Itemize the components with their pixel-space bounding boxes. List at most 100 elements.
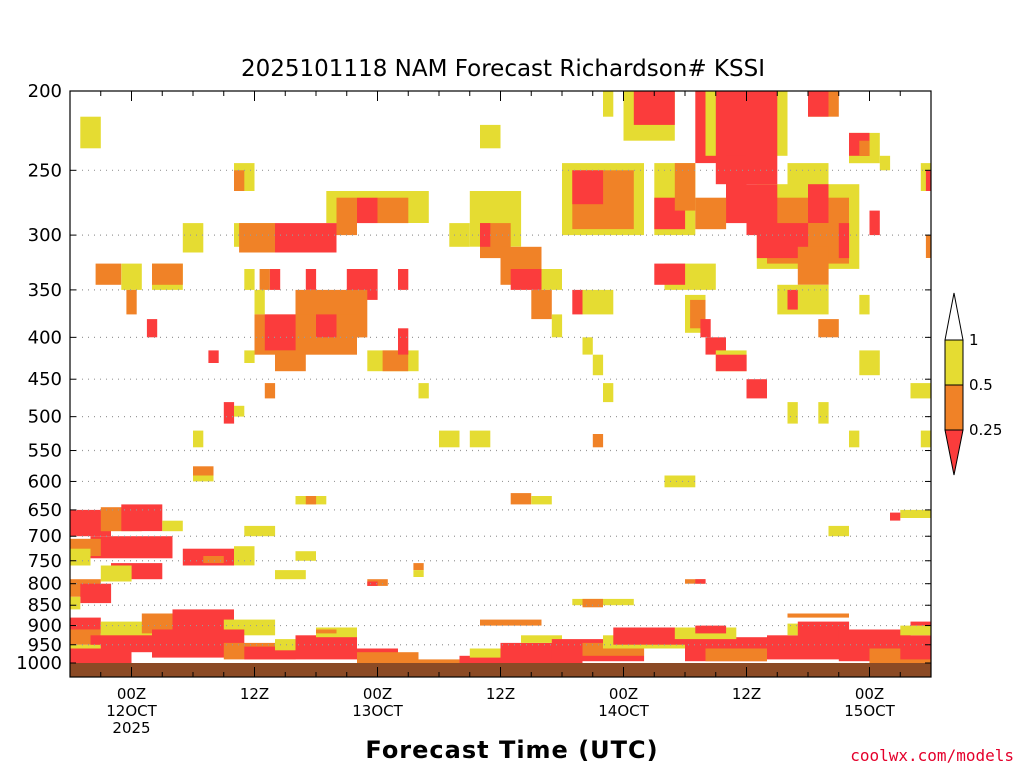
heatmap-cell	[254, 289, 265, 315]
heatmap-cell	[572, 289, 583, 315]
heatmap-cell	[316, 629, 337, 634]
y-tick-label: 850	[28, 595, 62, 616]
heatmap-cell	[910, 621, 931, 626]
heatmap-cells	[70, 91, 932, 665]
y-tick-label: 1000	[16, 653, 62, 674]
heatmap-cell	[582, 598, 603, 608]
heatmap-cell	[705, 648, 767, 662]
x-tick-label: 12Z	[486, 685, 515, 703]
heatmap-cell	[80, 583, 112, 604]
heatmap-cell	[521, 635, 562, 643]
heatmap-cell	[275, 570, 306, 580]
heatmap-cell	[480, 223, 491, 247]
heatmap-cell	[234, 546, 255, 566]
x-tick-label: 12OCT	[106, 702, 157, 720]
heatmap-cell	[859, 294, 870, 315]
y-tick-label: 550	[28, 441, 62, 462]
heatmap-cell	[264, 314, 296, 351]
heatmap-cell	[925, 235, 931, 258]
y-tick-label: 200	[28, 81, 62, 102]
x-tick-label: 12Z	[240, 685, 269, 703]
heatmap-cell	[746, 379, 767, 399]
heatmap-cell	[603, 383, 614, 403]
heatmap-cell	[305, 269, 317, 290]
heatmap-cell	[275, 350, 306, 372]
heatmap-cell	[449, 223, 470, 247]
heatmap-cell	[398, 269, 409, 290]
heatmap-cell	[715, 354, 747, 372]
heatmap-cell	[70, 548, 91, 566]
heatmap-cell	[413, 570, 424, 577]
heatmap-cell	[152, 263, 183, 285]
chart-title: 2025101118 NAM Forecast Richardson# KSSI	[241, 56, 765, 82]
heatmap-cell	[193, 466, 214, 476]
heatmap-cell	[808, 184, 829, 223]
heatmap-cell	[223, 402, 235, 424]
heatmap-cell	[695, 579, 706, 584]
y-tick-label: 450	[28, 369, 62, 390]
heatmap-cell	[193, 430, 204, 448]
heatmap-cell	[413, 563, 424, 571]
heatmap-cell	[336, 197, 357, 236]
y-tick-label: 950	[28, 635, 62, 656]
heatmap-cell	[480, 124, 501, 149]
heatmap-cell	[275, 223, 337, 253]
heatmap-cell	[357, 652, 419, 663]
y-tick-label: 350	[28, 280, 62, 301]
heatmap-cell	[121, 504, 163, 532]
heatmap-cell	[382, 350, 409, 372]
heatmap-cell	[828, 91, 839, 117]
legend-bin-0.25-0.5	[944, 384, 964, 431]
y-tick-label: 800	[28, 574, 62, 595]
heatmap-cell	[126, 289, 137, 315]
heatmap-cell	[90, 536, 173, 559]
heatmap-cell	[572, 170, 604, 205]
x-tick-label: 14OCT	[598, 702, 649, 720]
heatmap-cell	[818, 402, 829, 424]
heatmap-cell	[377, 197, 409, 224]
heatmap-cell	[510, 493, 532, 505]
heatmap-cell	[439, 430, 460, 448]
heatmap-cell	[264, 383, 276, 399]
heatmap-cell	[828, 525, 849, 537]
heatmap-cell	[603, 91, 614, 117]
heatmap-cell	[715, 91, 778, 185]
heatmap-cell	[244, 269, 255, 290]
heatmap-cell	[162, 520, 183, 532]
heatmap-cell	[654, 263, 686, 285]
heatmap-cell	[900, 625, 932, 636]
heatmap-cell	[295, 551, 316, 561]
heatmap-cell	[357, 197, 378, 224]
y-tick-label: 250	[28, 160, 62, 181]
heatmap-cell	[469, 430, 491, 448]
heatmap-cell	[239, 223, 275, 253]
heatmap-cell	[859, 350, 880, 376]
heatmap-cell	[295, 635, 357, 660]
heatmap-cell	[244, 525, 276, 537]
heatmap-cell	[900, 635, 932, 660]
y-tick-label: 300	[28, 225, 62, 246]
x-tick-label: 00Z	[609, 685, 638, 703]
y-tick-label: 600	[28, 471, 62, 492]
heatmap-cell	[244, 350, 255, 363]
legend-bin-above-1	[944, 292, 964, 341]
heatmap-cell	[900, 509, 932, 518]
heatmap-cell	[172, 609, 234, 630]
heatmap-cell	[925, 170, 931, 191]
heatmap-cell	[705, 337, 726, 355]
heatmap-cell	[879, 155, 891, 171]
heatmap-cell	[572, 598, 634, 606]
heatmap-cell	[367, 581, 378, 586]
heatmap-cell	[838, 223, 850, 259]
y-tick-label: 500	[28, 407, 62, 428]
heatmap-cell	[551, 314, 563, 338]
heatmap-cell	[234, 405, 245, 417]
y-tick-label: 750	[28, 551, 62, 572]
x-axis-label: Forecast Time (UTC)	[365, 736, 658, 764]
x-tick-label: 12Z	[732, 685, 761, 703]
heatmap-cell	[787, 613, 849, 618]
heatmap-cell	[418, 659, 480, 665]
legend-label: 0.25	[969, 421, 1002, 439]
heatmap-cell	[203, 556, 224, 564]
